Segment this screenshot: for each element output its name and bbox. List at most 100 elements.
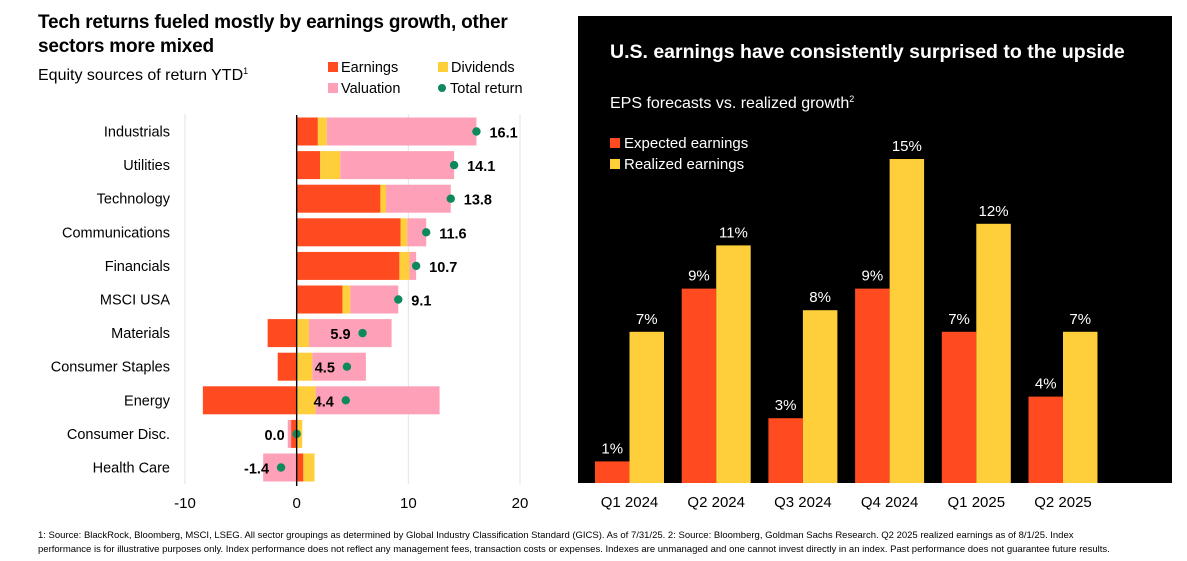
bar-earnings-financials (296, 251, 400, 280)
bar-expected-earnings-q2-2025 (1028, 396, 1063, 483)
bar-dividends-utilities (320, 151, 341, 180)
total-return-dot-energy (341, 396, 350, 405)
x-tick-label--10: -10 (174, 495, 196, 512)
bar-earnings-health-care (296, 453, 304, 482)
total-return-dot-icon (438, 84, 446, 92)
right-legend: Expected earnings Realized earnings (610, 135, 748, 177)
category-label-financials: Financials (105, 259, 170, 275)
right-subtitle-footnote-ref: 2 (849, 94, 855, 104)
x-category-label-q2-2025: Q2 2025 (1034, 494, 1092, 511)
bar-earnings-technology (296, 184, 381, 213)
category-label-communications: Communications (62, 225, 170, 241)
value-label-realized-earnings-q4-2024: 15% (892, 138, 922, 155)
total-return-dot-technology (446, 194, 455, 203)
bar-realized-earnings-q2-2024 (716, 245, 751, 483)
bar-valuation-industrials (326, 117, 477, 146)
bar-dividends-consumer-staples (296, 352, 313, 381)
category-label-consumer-staples: Consumer Staples (51, 360, 170, 376)
left-chart-subtitle: Equity sources of return YTD1 (38, 66, 248, 85)
bar-earnings-communications (296, 218, 401, 247)
value-label-expected-earnings-q1-2025: 7% (948, 311, 970, 328)
legend-earnings-label: Earnings (341, 60, 399, 76)
legend-expected-label: Expected earnings (624, 135, 749, 152)
bar-expected-earnings-q1-2025 (941, 331, 977, 483)
bar-realized-earnings-q1-2025 (976, 223, 1011, 483)
footnote-line-1: 1: Source: BlackRock, Bloomberg, MSCI, L… (38, 530, 1074, 541)
total-return-label-msci-usa: 9.1 (411, 294, 431, 310)
bar-dividends-energy (296, 386, 316, 415)
bar-valuation-technology (386, 184, 451, 213)
left-subtitle-text: Equity sources of return YTD (38, 67, 244, 84)
x-category-label-q1-2025: Q1 2025 (948, 494, 1006, 511)
bar-realized-earnings-q4-2024 (889, 159, 925, 483)
x-category-label-q3-2024: Q3 2024 (774, 494, 832, 511)
total-return-label-utilities: 14.1 (467, 159, 495, 175)
total-return-label-communications: 11.6 (439, 226, 466, 242)
x-category-label-q2-2024: Q2 2024 (687, 494, 745, 511)
legend-total-return-label: Total return (450, 81, 523, 97)
value-label-realized-earnings-q3-2024: 8% (809, 289, 831, 306)
bar-valuation-communications (407, 218, 427, 247)
bar-realized-earnings-q2-2025 (1063, 331, 1098, 483)
bar-expected-earnings-q2-2024 (681, 288, 717, 483)
total-return-label-consumer-disc: 0.0 (264, 428, 284, 444)
left-chart-title: Tech returns fueled mostly by earnings g… (38, 12, 508, 57)
earnings-swatch (328, 62, 338, 72)
legend-dividends-label: Dividends (451, 60, 515, 76)
expected-swatch (610, 138, 620, 148)
bar-expected-earnings-q4-2024 (855, 288, 890, 483)
bar-dividends-msci-usa (342, 285, 351, 314)
x-category-label-q1-2024: Q1 2024 (601, 494, 659, 511)
legend-item-expected: Expected earnings (610, 135, 748, 156)
x-tick-label-10: 10 (400, 495, 417, 512)
bar-dividends-materials (296, 319, 309, 348)
total-return-dot-financials (411, 261, 421, 271)
realized-swatch (610, 159, 620, 169)
dividends-swatch (438, 62, 448, 72)
bar-earnings-materials (267, 319, 297, 348)
value-label-expected-earnings-q2-2025: 4% (1035, 376, 1057, 393)
x-tick-label-0: 0 (292, 495, 300, 512)
left-bar-chart: Industrials 16.1 Utilities 14.1 Technology 13… (51, 114, 528, 512)
bar-realized-earnings-q3-2024 (802, 310, 838, 483)
total-return-label-consumer-staples: 4.5 (315, 361, 335, 377)
category-label-technology: Technology (97, 192, 171, 208)
total-return-label-materials: 5.9 (330, 327, 350, 343)
bar-valuation-consumer-staples (312, 352, 366, 381)
right-x-axis: Q1 2024 Q2 2024 Q3 2024 Q4 2024 Q1 2025 Q2 20… (601, 494, 1092, 511)
total-return-dot-materials (358, 328, 367, 338)
bar-earnings-energy (202, 386, 297, 415)
right-bar-chart: 1% 7% 9% 11% 3% 8% 9% 15% 7% 12% 4% 7% (595, 138, 1098, 483)
value-label-realized-earnings-q1-2024: 7% (636, 311, 658, 328)
value-label-expected-earnings-q2-2024: 9% (688, 268, 710, 285)
bar-dividends-health-care (303, 453, 315, 482)
bar-dividends-technology (380, 184, 386, 213)
bar-valuation-energy (315, 386, 440, 415)
category-label-msci-usa: MSCI USA (100, 293, 170, 309)
category-label-consumer-disc: Consumer Disc. (67, 427, 170, 443)
legend-item-total-return: Total return (438, 81, 523, 97)
valuation-swatch (328, 83, 338, 93)
total-return-label-technology: 13.8 (464, 193, 492, 209)
bar-earnings-consumer-staples (277, 352, 297, 381)
x-category-label-q4-2024: Q4 2024 (861, 494, 919, 511)
total-return-dot-industrials (472, 127, 481, 136)
total-return-label-health-care: -1.4 (244, 462, 269, 478)
total-return-label-energy: 4.4 (314, 394, 334, 410)
bar-dividends-financials (399, 251, 410, 280)
value-label-realized-earnings-q2-2024: 11% (719, 224, 748, 241)
category-label-energy: Energy (124, 393, 171, 409)
total-return-dot-health-care (276, 463, 286, 472)
bar-expected-earnings-q3-2024 (768, 418, 803, 483)
footnote: 1: Source: BlackRock, Bloomberg, MSCI, L… (38, 529, 1168, 557)
bar-realized-earnings-q1-2024 (629, 331, 664, 483)
bar-valuation-utilities (340, 151, 455, 180)
bar-valuation-materials (308, 319, 392, 348)
category-label-materials: Materials (111, 326, 170, 342)
bar-earnings-industrials (296, 117, 318, 146)
category-label-utilities: Utilities (123, 158, 170, 174)
right-subtitle-text: EPS forecasts vs. realized growth (610, 95, 850, 112)
legend-item-realized: Realized earnings (610, 156, 748, 177)
legend-item-valuation: Valuation (328, 81, 400, 97)
footnote-line-2: performance is for illustrative purposes… (38, 544, 1110, 555)
